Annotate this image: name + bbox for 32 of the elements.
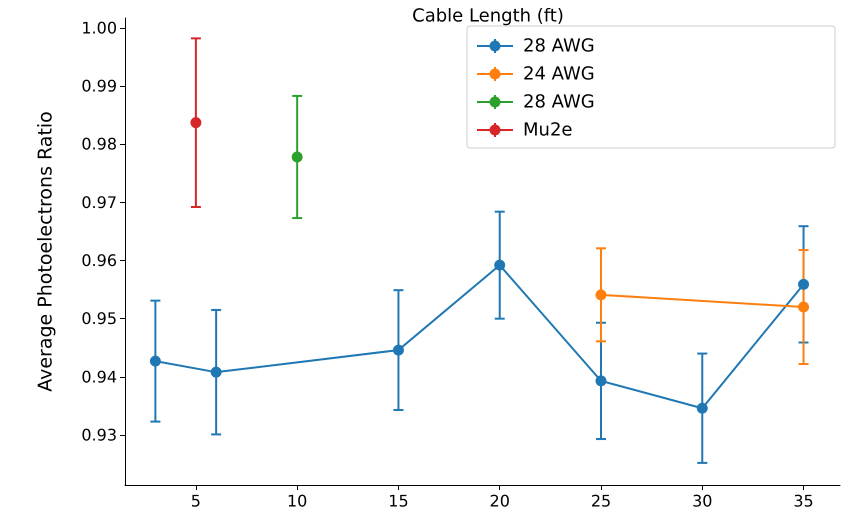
point: [150, 356, 161, 367]
point: [210, 366, 222, 378]
y-tick-label: 0.93: [81, 425, 117, 444]
y-tick-label: 1.00: [81, 18, 117, 38]
legend-label: 24 AWG: [523, 64, 595, 84]
legend-label: 28 AWG: [523, 36, 595, 56]
point: [494, 260, 506, 271]
y-tick-label: 0.94: [81, 367, 117, 386]
x-tick-label: 20: [490, 492, 510, 510]
y-tick-label: 0.97: [81, 192, 117, 212]
y-axis-title: Average Photoelectrons Ratio: [34, 111, 56, 392]
point: [696, 402, 708, 414]
y-tick-label: 0.98: [81, 134, 117, 154]
x-tick-label: 30: [692, 492, 712, 510]
point: [596, 289, 606, 300]
y-tick-label: 0.99: [81, 76, 117, 96]
x-tick-label: 10: [286, 492, 308, 510]
point: [596, 375, 606, 386]
x-tick-label: 35: [793, 492, 814, 510]
point: [190, 117, 202, 128]
x-tick-label: 5: [190, 492, 201, 510]
x-tick-label: 25: [590, 492, 612, 510]
point: [798, 278, 810, 290]
chart-title: Cable Length (ft): [412, 6, 564, 26]
legend-label: 28 AWG: [523, 92, 595, 112]
point: [798, 302, 810, 313]
point: [292, 152, 303, 162]
legend-label: Mu2e: [523, 120, 572, 140]
x-tick-label: 15: [388, 492, 409, 510]
point: [392, 344, 404, 356]
y-tick-label: 0.96: [81, 251, 117, 270]
y-tick-label: 0.95: [81, 309, 117, 328]
